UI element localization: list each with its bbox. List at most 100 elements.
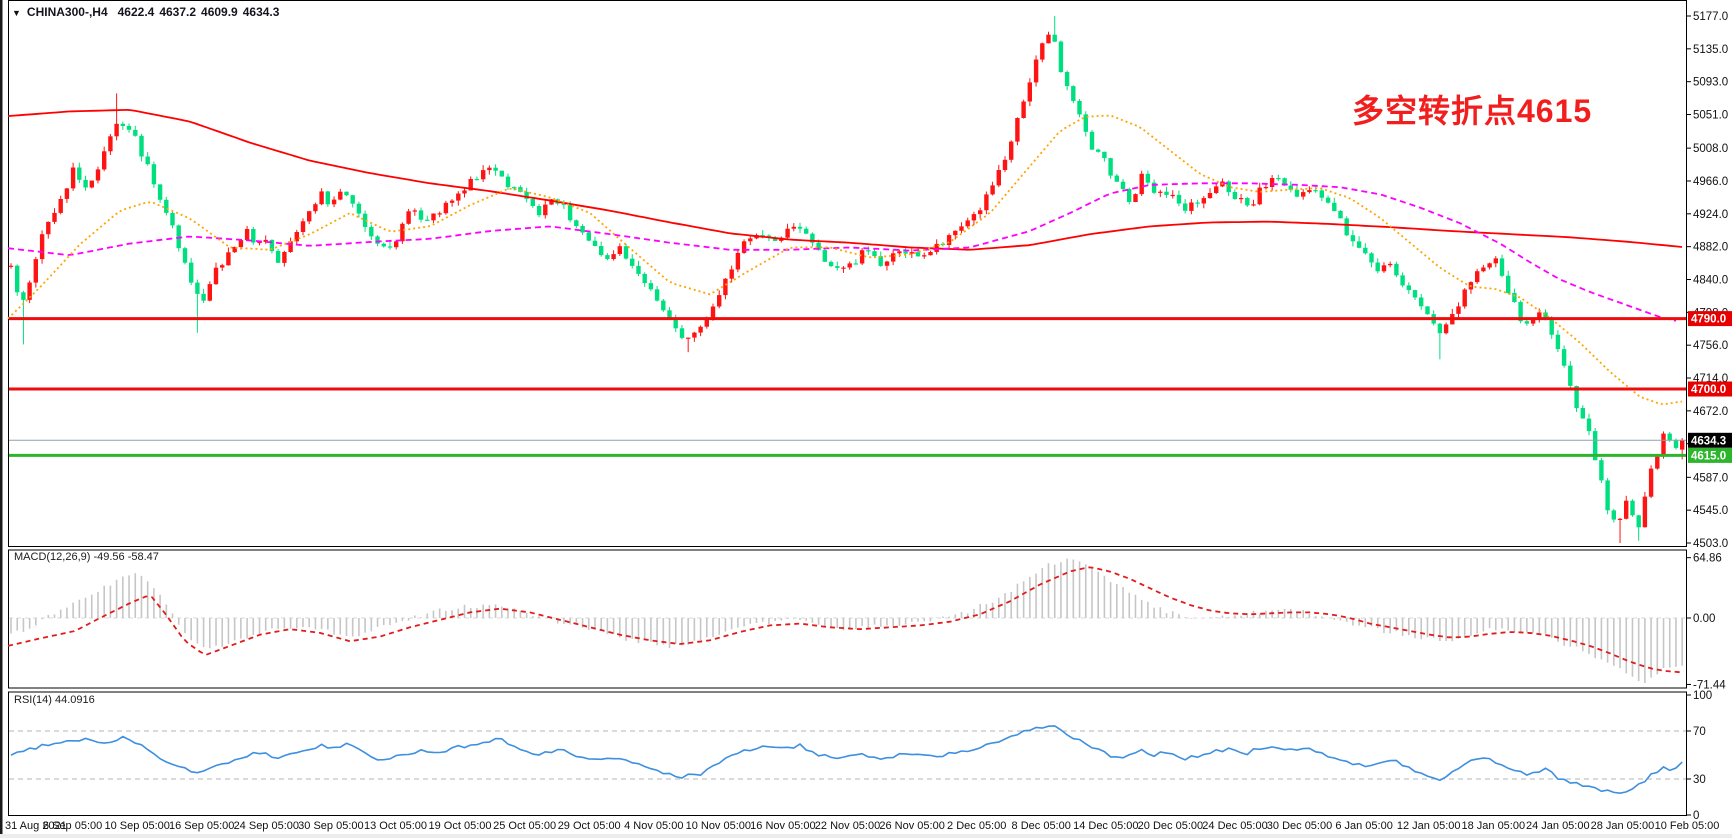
candle-bear (1089, 131, 1095, 150)
candle-bull (8, 265, 14, 267)
main-chart-panel[interactable] (8, 0, 1687, 547)
candle-bear (679, 328, 685, 338)
candle-bull (1040, 43, 1045, 60)
rsi-axis-label: 100 (1693, 690, 1712, 702)
candle-bull (549, 199, 554, 205)
candle-bear (518, 187, 523, 192)
candle-bear (1313, 190, 1318, 192)
candle-bull (1661, 433, 1666, 455)
candle-bull (741, 241, 747, 253)
time-axis-label: 31 Aug 2021 (5, 820, 67, 832)
candle-bear (878, 256, 883, 266)
candle-bear (772, 237, 778, 241)
candle-bear (654, 289, 660, 301)
candle-bull (1307, 190, 1312, 193)
candlestick-series (8, 16, 1685, 543)
candle-bull (70, 167, 76, 189)
candle-bear (375, 236, 380, 244)
candle-bear (636, 265, 641, 274)
time-axis-label: 22 Nov 05:00 (815, 820, 880, 832)
candle-bull (58, 199, 63, 213)
candle-bull (1680, 440, 1685, 450)
candle-bear (176, 225, 181, 249)
main-axis-label: 5177.0 (1693, 11, 1728, 23)
candle-bear (1667, 433, 1672, 441)
support-4700-badge (1688, 381, 1732, 397)
candle-bull (1257, 187, 1262, 205)
pivot-4615-badge-value: 4615.0 (1691, 450, 1726, 462)
candle-bear (915, 252, 921, 257)
macd-axis-label: 0.00 (1693, 613, 1715, 625)
candle-bear (275, 251, 281, 263)
time-axis-label: 19 Oct 05:00 (429, 820, 492, 832)
candle-bear (1574, 386, 1579, 409)
annotation-text: 多空转折点4615 (1352, 93, 1593, 129)
candle-bull (1133, 194, 1138, 202)
candle-bull (307, 211, 312, 222)
time-axis-label: 16 Nov 05:00 (750, 820, 815, 832)
candle-bear (157, 184, 163, 200)
candle-bull (46, 221, 51, 235)
candle-bear (1369, 253, 1374, 263)
candle-bull (39, 234, 45, 260)
candle-bull (238, 240, 244, 248)
candle-bull (64, 188, 70, 199)
candle-bull (1021, 101, 1026, 118)
candle-bear (1605, 480, 1610, 511)
support-4700-badge-value: 4700.0 (1691, 384, 1726, 396)
candle-bull (89, 180, 94, 188)
candle-bear (1419, 297, 1424, 307)
candle-bull (965, 220, 970, 227)
candle-bear (1412, 290, 1418, 298)
candle-bull (978, 210, 983, 215)
candle-bear (1586, 418, 1592, 432)
candle-bull (611, 254, 616, 259)
candle-bear (1437, 323, 1443, 334)
candle-bull (1487, 263, 1492, 268)
candle-bear (1425, 306, 1430, 315)
candle-bull (704, 317, 709, 327)
candle-bear (1555, 334, 1561, 350)
candle-bull (953, 230, 958, 236)
rsi-line (10, 725, 1683, 795)
candle-bear (1183, 203, 1188, 211)
candle-bear (903, 251, 908, 254)
time-axis-label: 6 Jan 05:00 (1335, 820, 1393, 832)
current-price-badge (1688, 432, 1732, 448)
candle-bear (1375, 262, 1380, 272)
macd-panel[interactable] (8, 549, 1687, 689)
price-axis[interactable]: 5177.0 5135.0 5093.0 5051.0 5008.0 4966.0 4924… (1687, 11, 1732, 822)
time-axis-label: 16 Sep 05:00 (169, 820, 234, 832)
candle-bear (381, 243, 386, 247)
time-axis-label: 29 Oct 05:00 (558, 820, 621, 832)
main-axis-label: 5051.0 (1693, 110, 1728, 122)
resistance-4790-badge-value: 4790.0 (1691, 314, 1726, 326)
candle-bull (1189, 202, 1194, 211)
candle-bull (928, 252, 933, 256)
candle-bear (810, 233, 815, 243)
candle-bear (1630, 500, 1635, 516)
time-axis-label: 6 Sep 05:00 (43, 820, 102, 832)
candle-bull (319, 191, 324, 205)
candle-bull (698, 326, 703, 333)
candle-bear (561, 203, 567, 205)
candle-bear (866, 250, 871, 252)
candle-bull (220, 265, 225, 268)
candle-bull (1033, 59, 1039, 83)
candle-bear (1673, 440, 1679, 448)
candle-bull (456, 193, 461, 201)
time-axis-label: 4 Nov 05:00 (624, 820, 683, 832)
candle-bear (1499, 258, 1505, 276)
candle-bear (1549, 317, 1554, 335)
rsi-indicator-label: RSI(14) 44.0916 (14, 694, 95, 706)
candle-bear (356, 203, 362, 214)
candle-bull (847, 263, 852, 268)
main-axis-label: 5093.0 (1693, 77, 1728, 89)
candle-bull (338, 191, 343, 200)
dropdown-icon[interactable]: ▼ (12, 8, 21, 18)
candle-bull (984, 194, 989, 211)
candle-bull (1624, 500, 1629, 519)
candle-bear (1400, 275, 1405, 286)
